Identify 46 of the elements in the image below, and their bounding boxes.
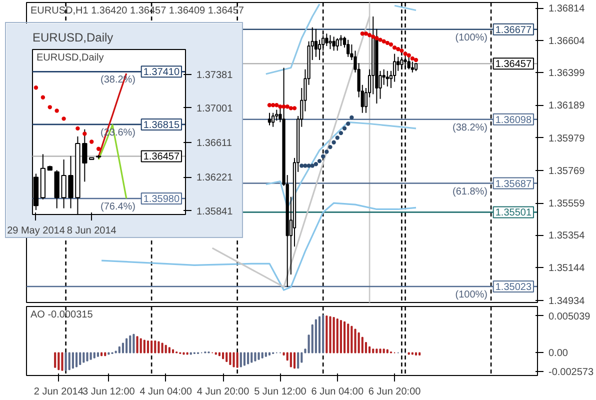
y-tick-label: 1.35144	[548, 263, 586, 274]
y-tick-label: 0.005039	[548, 311, 591, 322]
y-tick-label: 1.35979	[548, 133, 586, 144]
y-tick-label: 1.35769	[548, 166, 586, 178]
ref-line-label: 1.35980	[143, 194, 180, 206]
annotation: (100%)	[455, 32, 488, 44]
x-tick-label: 5 Jun 12:00	[254, 386, 307, 398]
y-tick-label: 1.36814	[548, 4, 586, 15]
chart-title: EURUSD,H1 1.36420 1.36457 1.36409 1.36457	[30, 6, 244, 16]
ref-line-label: 1.36815	[143, 120, 180, 131]
y-tick-label: 1.37381	[196, 70, 234, 81]
chart-title: AO -0.000315	[30, 310, 94, 320]
annotation: (61.8%)	[452, 186, 488, 198]
y-tick-label: 1.35559	[548, 198, 586, 210]
y-tick-label: 1.36399	[548, 68, 586, 80]
ref-line-label: 1.36457	[143, 152, 180, 163]
chart-title: EURUSD,Daily	[32, 30, 114, 44]
annotation: (100%)	[455, 289, 488, 300]
ref-line-label: 1.36098	[495, 114, 532, 126]
y-tick-label: 1.36611	[196, 138, 232, 150]
y-tick-label: 1.36604	[548, 36, 586, 48]
x-tick-label: 8 Jun 2014	[66, 226, 117, 236]
chart-subtitle: EURUSD,Daily	[36, 52, 104, 64]
x-tick-label: 6 Jun 20:00	[368, 386, 422, 398]
x-tick-label: 6 Jun 04:00	[311, 386, 364, 398]
annotation: (76.4%)	[100, 202, 136, 213]
y-tick-label: 0.00	[548, 348, 568, 360]
ref-line-label: 1.35687	[495, 178, 532, 190]
ref-line-label: 1.37410	[143, 67, 180, 78]
y-tick-label: 1.36189	[548, 100, 586, 112]
x-tick-label: 2 Jun 2014	[34, 386, 84, 398]
y-tick-label: 1.36221	[196, 172, 234, 184]
y-tick-label: -0.002573	[548, 367, 594, 378]
ref-line-label: 1.35023	[495, 282, 532, 293]
x-tick-label: 3 Jun 12:00	[82, 386, 136, 398]
ref-line-label: 1.35501	[495, 208, 532, 219]
x-tick-label: 4 Jun 04:00	[140, 386, 192, 398]
ref-line-label: 1.36677	[495, 24, 532, 36]
y-tick-label: 1.34934	[548, 296, 586, 307]
y-tick-label: 1.35354	[548, 230, 586, 242]
y-tick-label: 1.35841	[196, 206, 234, 218]
ref-line-label: 1.36457	[495, 59, 532, 70]
x-tick-label: 29 May 2014	[7, 226, 66, 236]
y-tick-label: 1.37001	[196, 103, 234, 114]
annotation: (38.2%)	[452, 122, 488, 134]
x-tick-label: 4 Jun 20:00	[196, 386, 250, 398]
